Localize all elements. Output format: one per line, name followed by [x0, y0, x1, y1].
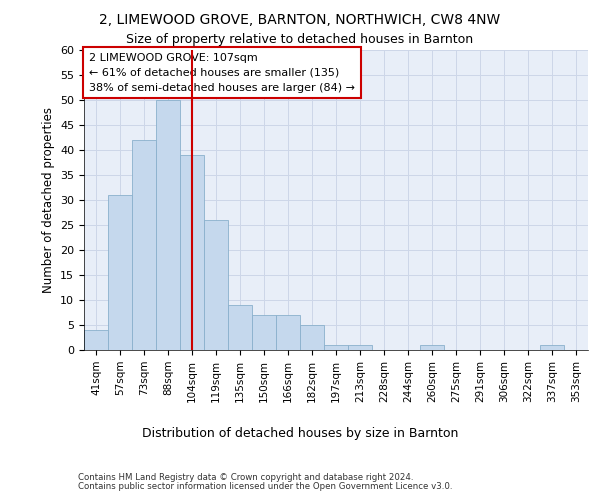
- Text: 2, LIMEWOOD GROVE, BARNTON, NORTHWICH, CW8 4NW: 2, LIMEWOOD GROVE, BARNTON, NORTHWICH, C…: [100, 12, 500, 26]
- Bar: [276, 315, 300, 350]
- Bar: [252, 315, 276, 350]
- Bar: [324, 345, 348, 350]
- Bar: [84, 330, 108, 350]
- Bar: [180, 155, 204, 350]
- Text: Distribution of detached houses by size in Barnton: Distribution of detached houses by size …: [142, 428, 458, 440]
- Text: 2 LIMEWOOD GROVE: 107sqm
← 61% of detached houses are smaller (135)
38% of semi-: 2 LIMEWOOD GROVE: 107sqm ← 61% of detach…: [89, 53, 355, 92]
- Bar: [540, 345, 564, 350]
- Bar: [132, 140, 156, 350]
- Text: Contains public sector information licensed under the Open Government Licence v3: Contains public sector information licen…: [78, 482, 452, 491]
- Text: Size of property relative to detached houses in Barnton: Size of property relative to detached ho…: [127, 32, 473, 46]
- Y-axis label: Number of detached properties: Number of detached properties: [41, 107, 55, 293]
- Bar: [348, 345, 372, 350]
- Bar: [156, 100, 180, 350]
- Bar: [228, 305, 252, 350]
- Bar: [300, 325, 324, 350]
- Text: Contains HM Land Registry data © Crown copyright and database right 2024.: Contains HM Land Registry data © Crown c…: [78, 474, 413, 482]
- Bar: [204, 220, 228, 350]
- Bar: [108, 195, 132, 350]
- Bar: [420, 345, 444, 350]
